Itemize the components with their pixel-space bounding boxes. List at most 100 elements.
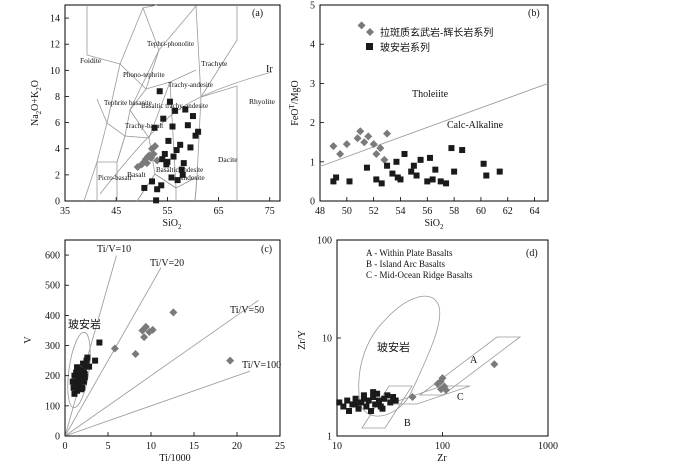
- panel-a-frame: [64, 4, 281, 202]
- data-point-square: [363, 403, 370, 410]
- x-tick-label: 0: [63, 441, 68, 452]
- data-point-square: [179, 171, 186, 178]
- data-point-square: [426, 154, 433, 161]
- data-point-square: [74, 364, 81, 371]
- data-point-square: [496, 168, 503, 175]
- y-tick-label: 100: [45, 401, 60, 412]
- data-point-square: [358, 399, 365, 406]
- data-point-square: [360, 392, 367, 399]
- field-a-within-plate: [418, 336, 522, 396]
- y-tick-label: 2: [55, 170, 60, 181]
- ratio-label-50: Ti/V=50: [230, 305, 264, 316]
- data-point-square: [387, 399, 394, 406]
- data-point-square: [408, 168, 415, 175]
- data-point-square: [151, 124, 158, 131]
- data-point-square: [384, 162, 391, 169]
- data-point-diamond: [169, 308, 178, 317]
- ti-v-ratio-line: [64, 370, 251, 437]
- panel-b: Tholeiite Calc-Alkaline (b) 拉斑质玄武岩-辉长岩系列…: [288, 1, 549, 231]
- data-point-diamond: [110, 344, 119, 353]
- data-point-square: [390, 394, 397, 401]
- x-tick-label: 1000: [538, 441, 558, 452]
- data-point-square: [80, 378, 87, 385]
- data-point-square: [182, 106, 189, 113]
- data-point-square: [160, 115, 167, 122]
- data-point-square: [170, 153, 177, 160]
- x-tick-label: 10: [146, 441, 156, 452]
- ti-v-ratio-lines: [64, 255, 259, 437]
- data-point-diamond: [408, 393, 417, 402]
- boninite-field-outline: [358, 295, 441, 417]
- y-tick-label: 300: [45, 341, 60, 352]
- legend-label-tholeiitic: 拉斑质玄武岩-辉长岩系列: [380, 26, 493, 39]
- panel-d-xlabel: Zr: [437, 453, 447, 464]
- data-point-square: [74, 375, 81, 382]
- y-tick-label: 12: [50, 40, 60, 51]
- panel-c-xlabel: Ti/1000: [159, 453, 190, 464]
- data-point-diamond: [372, 149, 381, 158]
- x-tick-label: 100: [435, 441, 450, 452]
- panel-d-label: (d): [526, 248, 538, 259]
- data-point-square: [92, 357, 99, 364]
- data-point-square: [378, 180, 385, 187]
- panel-b-ticks: 48 50 52 54 56 58 60 62 64 0 1 2 3 4 5: [310, 1, 540, 218]
- region-label-c: C: [457, 392, 464, 403]
- panel-d: A B C 玻安岩 A - Within Plate Basalts B - I…: [297, 236, 558, 465]
- panel-a-marks: [133, 88, 202, 204]
- data-point-diamond: [149, 149, 158, 158]
- y-tick-label: 500: [45, 281, 60, 292]
- data-point-diamond: [356, 127, 365, 136]
- data-point-square: [483, 172, 490, 179]
- data-point-square: [172, 107, 179, 114]
- field-label-boninite-d: 玻安岩: [377, 340, 410, 354]
- data-point-square: [174, 177, 181, 184]
- data-point-square: [352, 401, 359, 408]
- x-tick-label: 50: [342, 206, 352, 217]
- y-tick-label: 5: [310, 1, 315, 12]
- y-tick-label: 1: [327, 432, 332, 443]
- field-c-morb: [388, 385, 471, 405]
- data-point-square: [333, 174, 340, 181]
- data-point-square: [370, 394, 377, 401]
- legend-label-boninite: 玻安岩系列: [380, 41, 430, 54]
- panel-b-frame: [319, 4, 549, 202]
- panel-b-marks: [329, 21, 503, 187]
- field-label-trachyandesite: Trachy-andesite: [168, 81, 213, 89]
- data-point-diamond: [369, 140, 378, 149]
- y-tick-label: 6: [55, 118, 60, 129]
- data-point-diamond: [376, 144, 385, 153]
- data-point-square: [480, 160, 487, 167]
- data-point-square: [340, 403, 347, 410]
- x-tick-label: 45: [111, 206, 121, 217]
- x-tick-label: 10: [332, 441, 342, 452]
- data-point-diamond: [131, 349, 140, 358]
- data-point-square: [459, 147, 466, 154]
- data-point-diamond: [380, 155, 389, 164]
- y-tick-label: 1: [310, 157, 315, 168]
- data-point-square: [72, 380, 79, 387]
- data-point-square: [352, 395, 359, 402]
- y-tick-label: 4: [55, 144, 60, 155]
- x-tick-label: 55: [162, 206, 172, 217]
- field-label-trachybasalt: Trachy-basalt: [125, 122, 163, 130]
- data-point-square: [173, 147, 180, 154]
- y-tick-label: 8: [55, 92, 60, 103]
- data-point-square: [393, 158, 400, 165]
- data-point-square: [394, 174, 401, 181]
- x-tick-label: 65: [214, 206, 224, 217]
- data-point-square: [365, 397, 372, 404]
- x-tick-label: 52: [369, 206, 379, 217]
- data-point-square: [169, 123, 176, 130]
- y-tick-label: 4: [310, 40, 315, 51]
- data-point-square: [81, 371, 88, 378]
- data-point-square: [389, 170, 396, 177]
- y-tick-label: 400: [45, 311, 60, 322]
- panel-d-ylabel: Zr/Y: [297, 330, 308, 349]
- panel-a-xlabel: SiO2: [162, 218, 182, 231]
- data-point-diamond: [357, 21, 366, 30]
- data-point-square: [372, 401, 379, 408]
- data-point-square: [355, 405, 362, 412]
- panel-b-xlabel: SiO2: [424, 218, 444, 231]
- ti-v-ratio-line: [64, 255, 117, 437]
- legend-square-marker: [366, 43, 373, 50]
